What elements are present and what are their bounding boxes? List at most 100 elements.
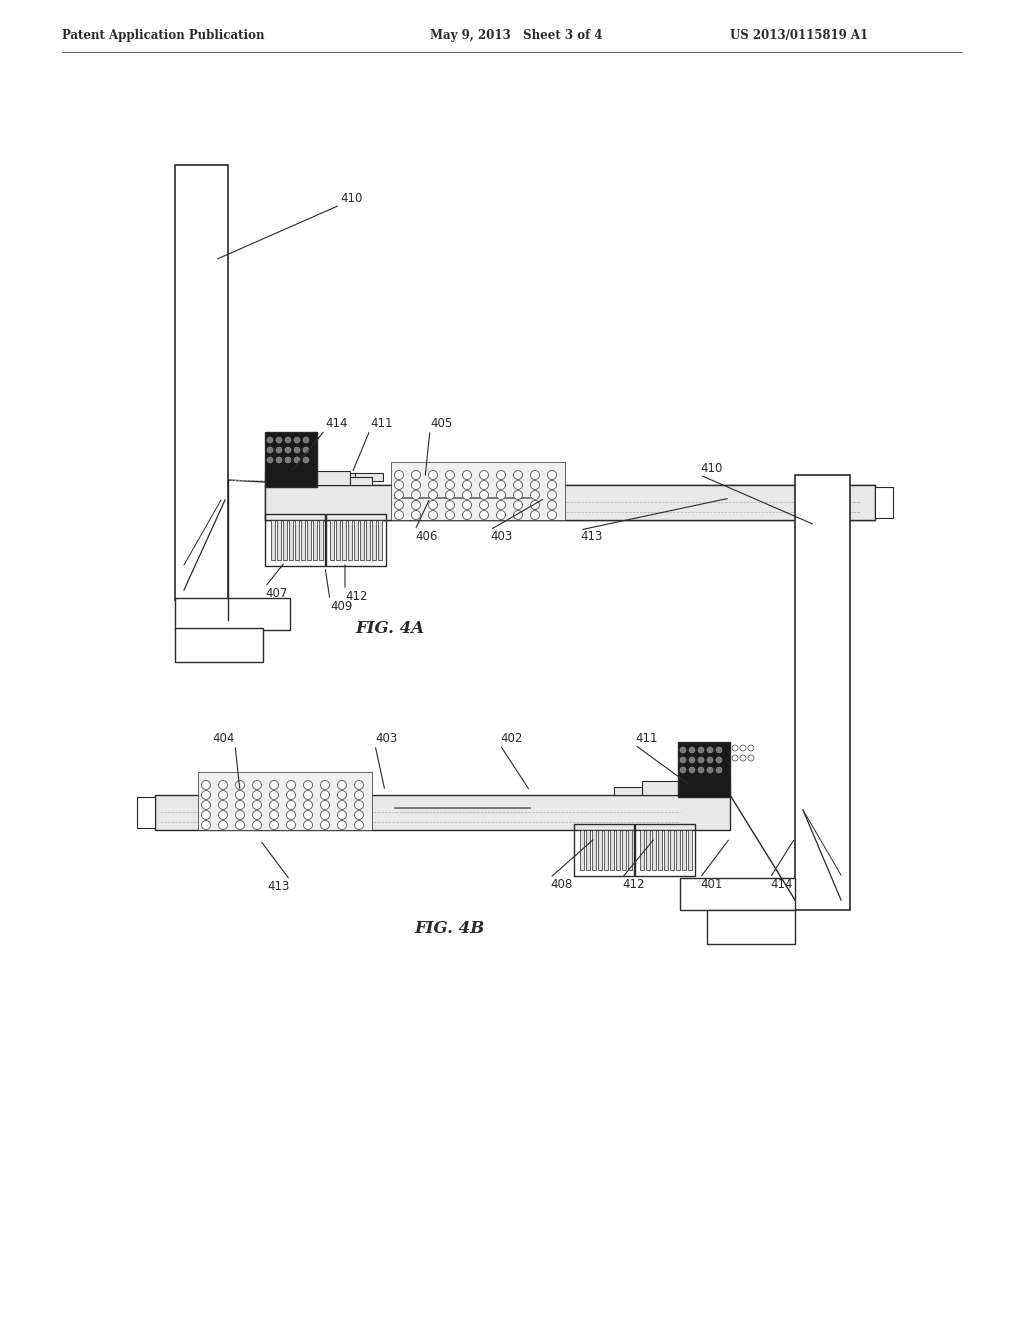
Bar [604, 830, 608, 870]
Bar [301, 520, 305, 560]
Circle shape [732, 755, 738, 762]
Circle shape [287, 810, 296, 820]
Circle shape [463, 480, 471, 490]
Text: 409: 409 [330, 601, 352, 612]
Circle shape [338, 821, 346, 829]
Circle shape [707, 756, 713, 763]
Circle shape [269, 821, 279, 829]
Circle shape [732, 744, 738, 751]
Circle shape [479, 500, 488, 510]
Bar [354, 520, 358, 560]
Circle shape [269, 791, 279, 800]
Circle shape [276, 447, 282, 453]
Text: 410: 410 [700, 462, 722, 475]
Circle shape [497, 511, 506, 520]
Circle shape [354, 791, 364, 800]
Circle shape [513, 470, 522, 479]
Circle shape [463, 511, 471, 520]
Circle shape [303, 791, 312, 800]
Circle shape [394, 511, 403, 520]
Bar [265, 513, 325, 566]
Bar [680, 878, 795, 909]
Bar [378, 520, 382, 560]
Circle shape [269, 800, 279, 809]
Circle shape [303, 810, 312, 820]
Circle shape [530, 500, 540, 510]
Circle shape [394, 470, 403, 479]
Circle shape [412, 480, 421, 490]
Text: 412: 412 [345, 590, 368, 603]
Text: 406: 406 [415, 531, 437, 543]
Circle shape [218, 821, 227, 829]
Bar [326, 513, 386, 566]
Circle shape [445, 500, 455, 510]
Circle shape [267, 437, 273, 444]
Bar [678, 742, 730, 797]
Bar [175, 598, 290, 630]
Circle shape [707, 767, 713, 774]
Circle shape [445, 491, 455, 499]
Bar [265, 484, 874, 520]
Circle shape [513, 491, 522, 499]
Bar [580, 830, 584, 870]
Circle shape [428, 511, 437, 520]
Circle shape [338, 780, 346, 789]
Circle shape [394, 480, 403, 490]
Circle shape [548, 491, 556, 499]
Circle shape [497, 500, 506, 510]
Bar [676, 830, 680, 870]
Text: 413: 413 [267, 880, 290, 894]
Circle shape [321, 810, 330, 820]
Text: 407: 407 [265, 587, 288, 601]
Circle shape [303, 821, 312, 829]
Bar [265, 432, 317, 487]
Circle shape [285, 447, 291, 453]
Bar [198, 772, 372, 830]
Bar [574, 824, 634, 876]
Circle shape [321, 800, 330, 809]
Bar [355, 473, 383, 480]
Circle shape [394, 491, 403, 499]
Circle shape [287, 821, 296, 829]
Circle shape [497, 470, 506, 479]
Text: US 2013/0115819 A1: US 2013/0115819 A1 [730, 29, 868, 41]
Circle shape [748, 755, 754, 762]
Bar [616, 830, 620, 870]
Bar [295, 520, 299, 560]
Circle shape [202, 821, 211, 829]
Circle shape [303, 447, 309, 453]
Bar [283, 520, 287, 560]
Bar [265, 471, 350, 484]
Circle shape [236, 780, 245, 789]
Circle shape [236, 800, 245, 809]
Bar [175, 628, 263, 663]
Circle shape [269, 810, 279, 820]
Bar [614, 787, 642, 795]
Circle shape [354, 821, 364, 829]
Circle shape [267, 457, 273, 463]
Bar [330, 520, 334, 560]
Bar [598, 830, 602, 870]
Bar [646, 830, 650, 870]
Circle shape [530, 480, 540, 490]
Bar [642, 781, 730, 795]
Bar [348, 520, 352, 560]
Circle shape [513, 500, 522, 510]
Circle shape [698, 767, 705, 774]
Bar [265, 473, 355, 484]
Circle shape [218, 810, 227, 820]
Circle shape [236, 821, 245, 829]
Circle shape [202, 780, 211, 789]
Circle shape [321, 821, 330, 829]
Circle shape [707, 747, 713, 752]
Circle shape [218, 800, 227, 809]
Circle shape [202, 810, 211, 820]
Bar [622, 830, 626, 870]
Bar [175, 165, 228, 601]
Circle shape [479, 480, 488, 490]
Bar [155, 795, 730, 830]
Circle shape [689, 756, 695, 763]
Text: 414: 414 [770, 878, 793, 891]
Bar [670, 830, 674, 870]
Circle shape [680, 767, 686, 774]
